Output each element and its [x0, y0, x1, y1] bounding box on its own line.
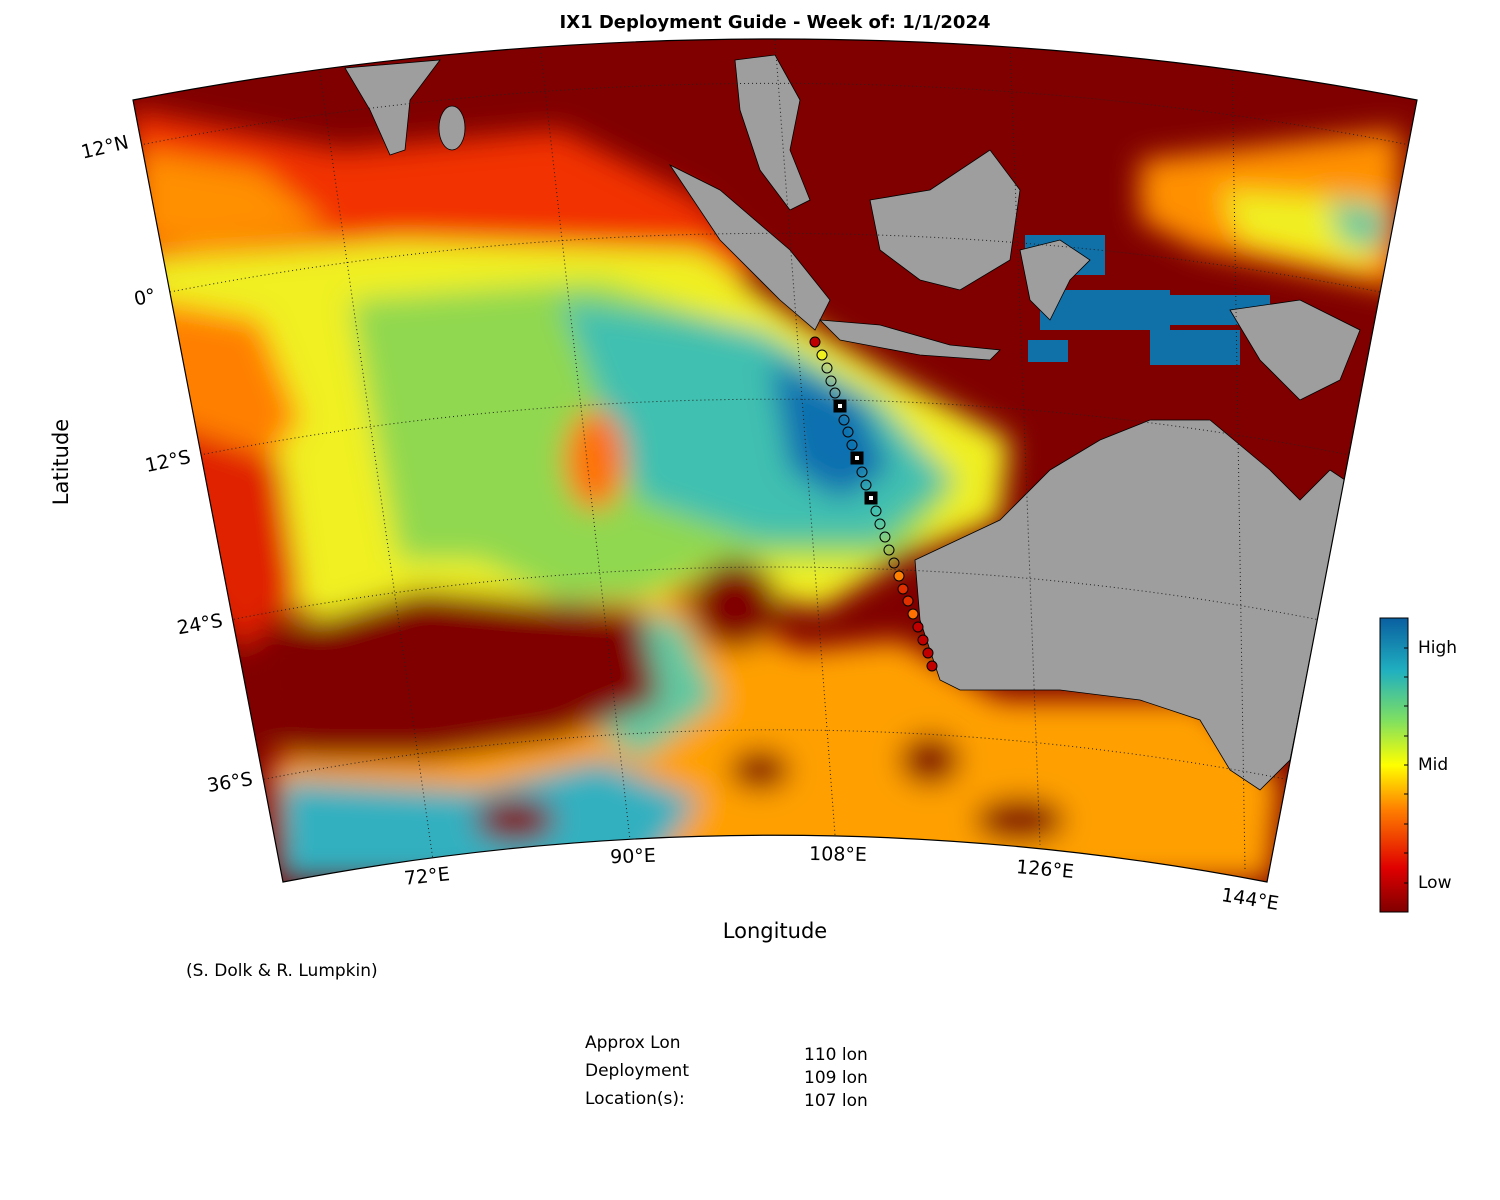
deployment-value: 109 lon: [804, 1068, 868, 1088]
deployment-value: 107 lon: [804, 1091, 868, 1111]
track: [809, 336, 938, 672]
deployment-label: Location(s):: [585, 1089, 685, 1109]
field: [133, 110, 1400, 880]
lat-label: 24°S: [175, 610, 224, 640]
lon-label: 144°E: [1220, 884, 1281, 915]
colorbar-ticks: [1404, 647, 1408, 884]
colorbar: [1379, 617, 1409, 913]
lon-label: 126°E: [1015, 856, 1074, 883]
colorbar-label: Mid: [1418, 755, 1448, 775]
x-axis-label: Longitude: [723, 919, 827, 943]
colorbar-label: Low: [1418, 873, 1452, 893]
lat-label: 36°S: [206, 768, 255, 797]
deployment-label: Deployment: [585, 1061, 689, 1081]
map-frame: [132, 38, 1418, 883]
deployment-label: Approx Lon: [585, 1033, 681, 1053]
y-axis-label: Latitude: [49, 419, 73, 505]
lon-label: 72°E: [403, 863, 451, 890]
graticule: [139, 39, 1411, 871]
lon-label: 90°E: [610, 845, 656, 869]
land: [344, 54, 1361, 791]
lon-label: 108°E: [809, 843, 867, 866]
deployment-value: 110 lon: [804, 1045, 868, 1065]
credit: (S. Dolk & R. Lumpkin): [186, 961, 378, 981]
lat-label: 0°: [132, 285, 158, 311]
lat-label: 12°N: [79, 131, 131, 163]
lat-label: 12°S: [143, 446, 192, 477]
colorbar-label: High: [1418, 638, 1457, 658]
map: [133, 38, 1417, 882]
title: IX1 Deployment Guide - Week of: 1/1/2024: [560, 12, 991, 33]
